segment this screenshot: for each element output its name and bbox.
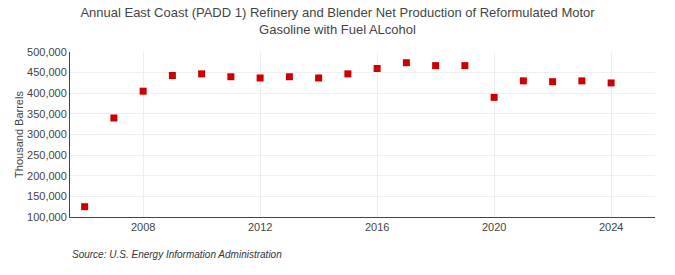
svg-text:Annual East Coast (PADD 1) Ref: Annual East Coast (PADD 1) Refinery and … [80, 5, 595, 37]
svg-text:2024: 2024 [599, 221, 623, 233]
svg-text:200,000: 200,000 [27, 170, 67, 182]
svg-text:Source: U.S. Energy Informatio: Source: U.S. Energy Information Administ… [72, 249, 282, 260]
svg-text:150,000: 150,000 [27, 190, 67, 202]
svg-text:Thousand Barrels: Thousand Barrels [13, 91, 25, 178]
svg-text:500,000: 500,000 [27, 46, 67, 58]
svg-text:250,000: 250,000 [27, 149, 67, 161]
svg-text:2008: 2008 [131, 221, 155, 233]
svg-text:350,000: 350,000 [27, 108, 67, 120]
svg-text:450,000: 450,000 [27, 66, 67, 78]
svg-text:400,000: 400,000 [27, 87, 67, 99]
svg-text:2016: 2016 [365, 221, 389, 233]
svg-text:300,000: 300,000 [27, 128, 67, 140]
svg-text:100,000: 100,000 [27, 211, 67, 223]
svg-text:2020: 2020 [482, 221, 506, 233]
svg-text:2012: 2012 [248, 221, 272, 233]
